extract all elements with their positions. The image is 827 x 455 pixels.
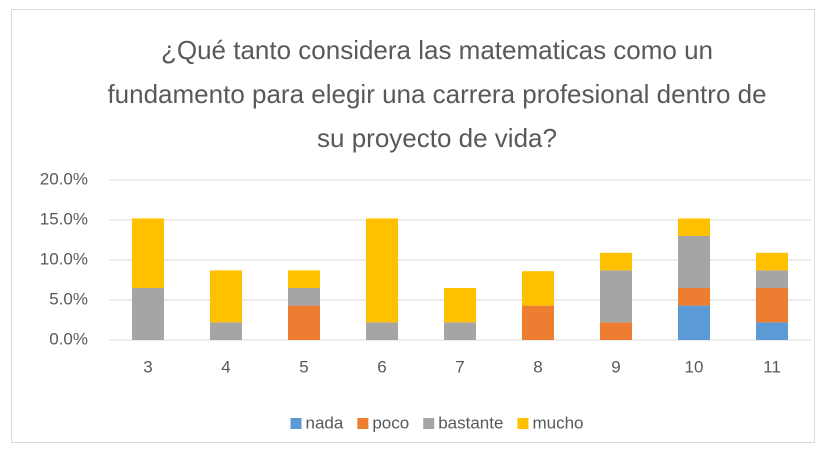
chart-frame	[11, 9, 815, 443]
y-tick-label: 10.0%	[40, 249, 88, 268]
bar-segment	[600, 270, 632, 323]
bar-segment	[366, 218, 398, 323]
bar-segment	[756, 270, 788, 288]
bar-segment	[210, 322, 242, 340]
legend-swatch	[517, 418, 529, 429]
y-tick-label: 15.0%	[40, 209, 88, 228]
legend-label: bastante	[438, 413, 503, 432]
bar-segment	[288, 270, 320, 288]
legend-label: nada	[306, 413, 344, 432]
bar-segment	[522, 305, 554, 340]
bar-segment	[678, 305, 710, 340]
bar-segment	[444, 288, 476, 323]
x-tick-label: 8	[533, 357, 542, 376]
x-tick-label: 5	[299, 357, 308, 376]
x-tick-label: 11	[763, 357, 781, 376]
y-tick-label: 20.0%	[40, 169, 88, 188]
bar-segment	[600, 252, 632, 271]
x-tick-label: 9	[611, 357, 620, 376]
legend-label: mucho	[532, 413, 583, 432]
legend-label: poco	[372, 413, 409, 432]
chart-title: ¿Qué tanto considera las matematicas com…	[107, 35, 767, 153]
bar-segment	[444, 322, 476, 340]
y-tick-label: 5.0%	[49, 289, 88, 308]
y-tick-label: 0.0%	[49, 329, 88, 348]
bar-segment	[678, 288, 710, 306]
bar-segment	[288, 305, 320, 340]
bar-segment	[132, 218, 164, 288]
legend-swatch	[290, 418, 302, 429]
x-tick-label: 6	[377, 357, 386, 376]
x-tick-label: 3	[143, 357, 152, 376]
bar-segment	[600, 322, 632, 340]
bar-segment	[678, 218, 710, 236]
bar-segment	[756, 288, 788, 323]
x-tick-label: 4	[221, 357, 230, 376]
bar-segment	[678, 236, 710, 288]
legend-swatch	[357, 418, 369, 429]
bar-segment	[366, 322, 398, 340]
x-tick-label: 7	[455, 357, 464, 376]
bar-segment	[210, 270, 242, 323]
bar-segment	[756, 322, 788, 340]
bar-segment	[522, 271, 554, 306]
x-tick-label: 10	[685, 357, 704, 376]
legend-swatch	[423, 418, 435, 429]
bar-segment	[288, 288, 320, 306]
bar-segment	[132, 288, 164, 340]
bar-segment	[756, 252, 788, 271]
